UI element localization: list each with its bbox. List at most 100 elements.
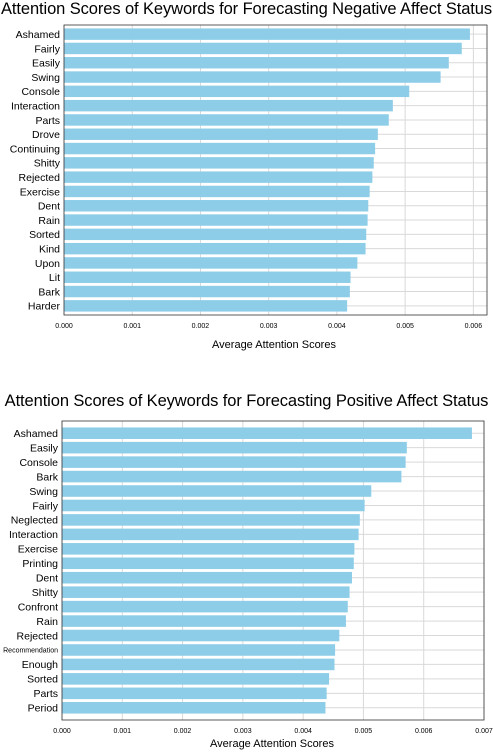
category-label: Interaction	[9, 529, 58, 541]
bar	[62, 514, 360, 526]
bar	[64, 71, 441, 83]
x-tick-label: 0.001	[123, 323, 141, 330]
category-label: Harder	[28, 301, 61, 313]
category-label: Period	[28, 703, 59, 715]
category-label: Shitty	[32, 587, 59, 599]
category-label: Exercise	[20, 186, 60, 198]
bar	[64, 57, 449, 69]
bar	[64, 214, 368, 226]
category-label: Easily	[30, 442, 59, 454]
bar	[62, 615, 346, 627]
x-tick-label: 0.006	[415, 728, 433, 735]
category-label: Parts	[35, 115, 60, 127]
bar	[64, 85, 410, 98]
bar	[62, 485, 372, 497]
bar	[64, 285, 350, 298]
positive-chart-plot: 0.000 0.001 0.002 0.003 0.004 0.005 0.006 0.007…	[3, 420, 493, 735]
category-label: Kind	[39, 243, 60, 255]
bar	[64, 114, 389, 126]
category-label: Fairly	[34, 43, 60, 55]
category-label: Console	[21, 86, 60, 98]
category-label: Drove	[32, 129, 60, 141]
bar	[64, 228, 367, 241]
bar	[62, 658, 335, 671]
category-label: Easily	[32, 58, 61, 70]
bar	[62, 470, 402, 483]
category-label: Parts	[33, 688, 58, 700]
bar	[64, 42, 462, 55]
negative-chart-xlabel: Average Attention Scores	[212, 339, 336, 351]
x-tick-label: 0.004	[328, 323, 346, 330]
category-label: Sorted	[29, 229, 60, 241]
category-label: Swing	[31, 72, 60, 84]
category-label: Fairly	[32, 500, 58, 512]
category-label: Ashamed	[16, 29, 61, 41]
bar	[64, 185, 370, 198]
bar	[64, 271, 351, 283]
bar	[64, 142, 376, 155]
bar	[62, 701, 326, 714]
x-tick-label: 0.002	[192, 323, 210, 330]
x-tick-label: 0.007	[475, 728, 493, 735]
category-label: Recommendation	[3, 647, 58, 654]
category-label: Confront	[18, 601, 58, 613]
category-label: Rejected	[19, 172, 61, 184]
category-label: Bark	[38, 286, 60, 298]
x-tick-label: 0.002	[174, 728, 192, 735]
negative-affect-chart: Attention Scores of Keywords for Forecas…	[0, 0, 493, 360]
category-label: Shitty	[34, 158, 61, 170]
x-tick-label: 0.005	[355, 728, 373, 735]
x-tick-label: 0.003	[234, 728, 252, 735]
bar	[64, 128, 378, 140]
category-label: Exercise	[18, 544, 58, 556]
negative-chart-title: Attention Scores of Keywords for Forecas…	[1, 0, 492, 18]
x-tick-label: 0.001	[114, 728, 132, 735]
bar	[62, 586, 350, 598]
positive-chart-xlabel: Average Attention Scores	[210, 738, 334, 750]
x-tick-label: 0.005	[396, 323, 414, 330]
category-label: Rain	[36, 616, 58, 628]
category-label: Lit	[49, 272, 60, 284]
category-label: Dent	[38, 201, 60, 213]
category-label: Interaction	[11, 100, 60, 112]
x-tick-label: 0.006	[465, 323, 483, 330]
category-label: Upon	[35, 258, 60, 270]
bar	[64, 200, 369, 212]
bar	[64, 28, 470, 40]
bar	[62, 557, 354, 570]
category-label: Printing	[22, 558, 58, 570]
bar	[64, 242, 366, 255]
category-label: Sorted	[27, 674, 58, 686]
bar	[64, 171, 373, 183]
bar	[62, 571, 352, 584]
plot-frame	[63, 24, 488, 316]
plot-frame	[61, 420, 485, 721]
category-label: Enough	[22, 659, 58, 671]
bar	[62, 441, 407, 454]
x-tick-label: 0.003	[260, 323, 278, 330]
category-label: Dent	[36, 573, 58, 585]
category-label: Console	[19, 457, 58, 469]
bar	[62, 543, 355, 555]
bar	[62, 528, 359, 541]
bar	[64, 257, 358, 269]
category-label: Continuing	[10, 143, 60, 155]
bar	[62, 644, 336, 656]
negative-chart-plot: 0.000 0.001 0.002 0.003 0.004 0.005 0.006 Asham…	[10, 24, 488, 330]
category-label: Neglected	[11, 515, 58, 527]
category-label: Swing	[29, 486, 58, 498]
category-label: Bark	[36, 471, 58, 483]
x-tick-label: 0.000	[53, 728, 71, 735]
x-tick-label: 0.004	[294, 728, 312, 735]
bar	[64, 300, 348, 312]
bar	[62, 600, 348, 613]
bar	[62, 673, 330, 685]
bar	[64, 157, 374, 169]
positive-affect-chart: Attention Scores of Keywords for Forecas…	[0, 392, 493, 755]
bar	[62, 499, 365, 512]
positive-chart-title: Attention Scores of Keywords for Forecas…	[4, 392, 489, 410]
category-label: Rejected	[17, 630, 59, 642]
category-label: Ashamed	[14, 428, 59, 440]
category-label: Rain	[38, 215, 60, 227]
bar	[64, 99, 393, 112]
